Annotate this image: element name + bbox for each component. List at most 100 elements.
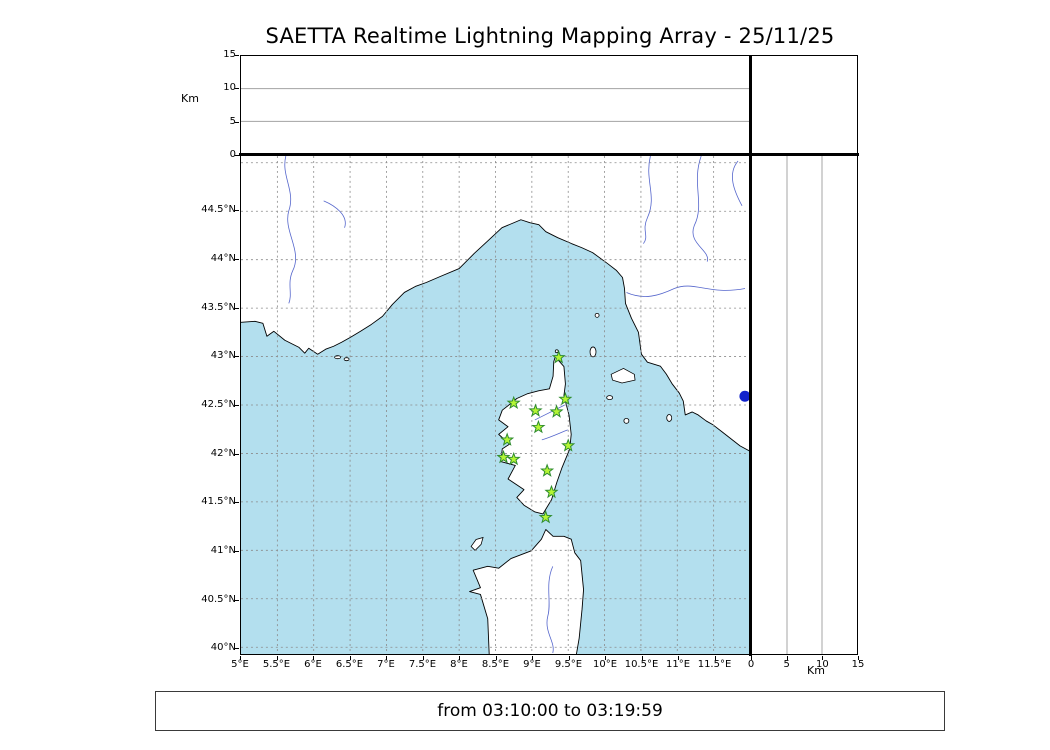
station-marker (551, 350, 566, 364)
station-marker (496, 449, 511, 464)
tick-mark (235, 210, 239, 212)
tick-mark (678, 656, 679, 660)
station-marker (538, 509, 553, 524)
station-marker (544, 484, 559, 499)
lat-tick-label: 42.5°N (201, 399, 236, 410)
tick-mark (235, 155, 239, 156)
tick-mark (422, 656, 424, 660)
tick-mark (235, 259, 239, 261)
rivers (284, 156, 746, 654)
station-marker (528, 403, 543, 417)
tick-mark (235, 599, 239, 601)
mainland-coast (241, 156, 750, 452)
tick-mark (235, 453, 239, 455)
lat-tick-label: 43.5°N (201, 301, 236, 313)
station-marker (540, 463, 555, 477)
tick-mark (235, 502, 239, 504)
km-tick-label: 10 (815, 659, 829, 670)
river (284, 156, 297, 304)
lon-tick-label: 9.5°E (554, 659, 583, 670)
time-range-box: from 03:10:00 to 03:19:59 (155, 691, 945, 731)
tick-mark (235, 356, 239, 358)
river (626, 285, 746, 297)
lon-tick-label: 11°E (665, 659, 691, 670)
altitude-tick-label: 0 (229, 149, 236, 160)
km-tick-label: 5 (783, 659, 790, 670)
pianosa-island (606, 395, 614, 401)
giraglia-islet (554, 349, 559, 354)
station-marker (561, 438, 576, 452)
tick-mark (568, 656, 570, 660)
tick-mark (235, 648, 239, 650)
giglio-island (666, 414, 673, 422)
station-marker (500, 432, 515, 446)
tick-mark (313, 656, 314, 660)
lon-tick-label: 8°E (450, 659, 468, 670)
river (731, 160, 743, 206)
lon-tick-label: 5.5°E (262, 659, 291, 670)
port-cros-island (343, 357, 350, 362)
tick-mark (235, 550, 239, 552)
map-plot (241, 156, 750, 654)
station-markers (496, 350, 576, 524)
river (546, 566, 554, 654)
map-gridlines-horizontal (241, 162, 750, 648)
river (541, 429, 568, 441)
page-title: SAETTA Realtime Lightning Mapping Array … (265, 24, 835, 48)
tick-mark (641, 656, 643, 660)
lon-tick-label: 10°E (592, 659, 618, 670)
porquerolles-island (334, 355, 342, 360)
tick-mark (235, 55, 239, 56)
tick-mark (240, 656, 241, 660)
altitude-panel-gridlines (241, 88, 750, 122)
altitude-tick-label: 5 (229, 115, 236, 127)
tick-mark (605, 656, 606, 660)
river (692, 156, 708, 262)
river (643, 156, 652, 244)
montecristo-island (623, 417, 630, 424)
tick-mark (235, 121, 239, 123)
tick-mark (786, 656, 788, 660)
tick-mark (714, 656, 716, 660)
landmasses (241, 156, 750, 654)
lon-tick-label: 10.5°E (624, 659, 659, 670)
lon-tick-label: 7°E (377, 659, 395, 670)
lat-tick-label: 44°N (210, 253, 236, 265)
lat-tick-label: 41°N (210, 544, 236, 556)
tick-mark (532, 656, 533, 660)
station-marker (558, 391, 573, 406)
station-marker (506, 395, 521, 410)
map-panel (240, 155, 751, 655)
river (534, 404, 565, 421)
lat-tick-label: 40°N (210, 642, 236, 654)
altitude-tick-label: 10 (223, 82, 236, 94)
lon-tick-label: 5°E (231, 659, 249, 670)
asinara-island (470, 536, 484, 551)
lat-tick-label: 42°N (210, 447, 236, 459)
sardinia (469, 529, 585, 654)
altitude-latitude-panel (751, 155, 858, 655)
lakes (739, 390, 750, 402)
river (323, 200, 346, 228)
lat-tick-label: 40.5°N (201, 593, 236, 605)
time-range-text: from 03:10:00 to 03:19:59 (437, 701, 663, 721)
altitude-tick-label: 15 (223, 49, 236, 60)
station-marker (549, 404, 564, 418)
tick-mark (822, 656, 824, 660)
tick-mark (235, 405, 239, 406)
tick-mark (858, 656, 859, 660)
altitude-panel-plot (241, 88, 750, 122)
station-marker (506, 451, 521, 466)
tick-mark (235, 88, 239, 90)
lat-tick-label: 41.5°N (201, 496, 236, 508)
lon-tick-label: 6.5°E (335, 659, 364, 670)
station-marker (531, 419, 546, 434)
separator-horizontal (239, 153, 859, 156)
tick-mark (459, 656, 460, 660)
lon-tick-label: 9°E (523, 659, 541, 670)
capraia-island (589, 346, 597, 358)
lon-tick-label: 6°E (304, 659, 322, 670)
right-panel-gridlines (786, 156, 823, 654)
right-axis-label: Km (807, 664, 825, 677)
